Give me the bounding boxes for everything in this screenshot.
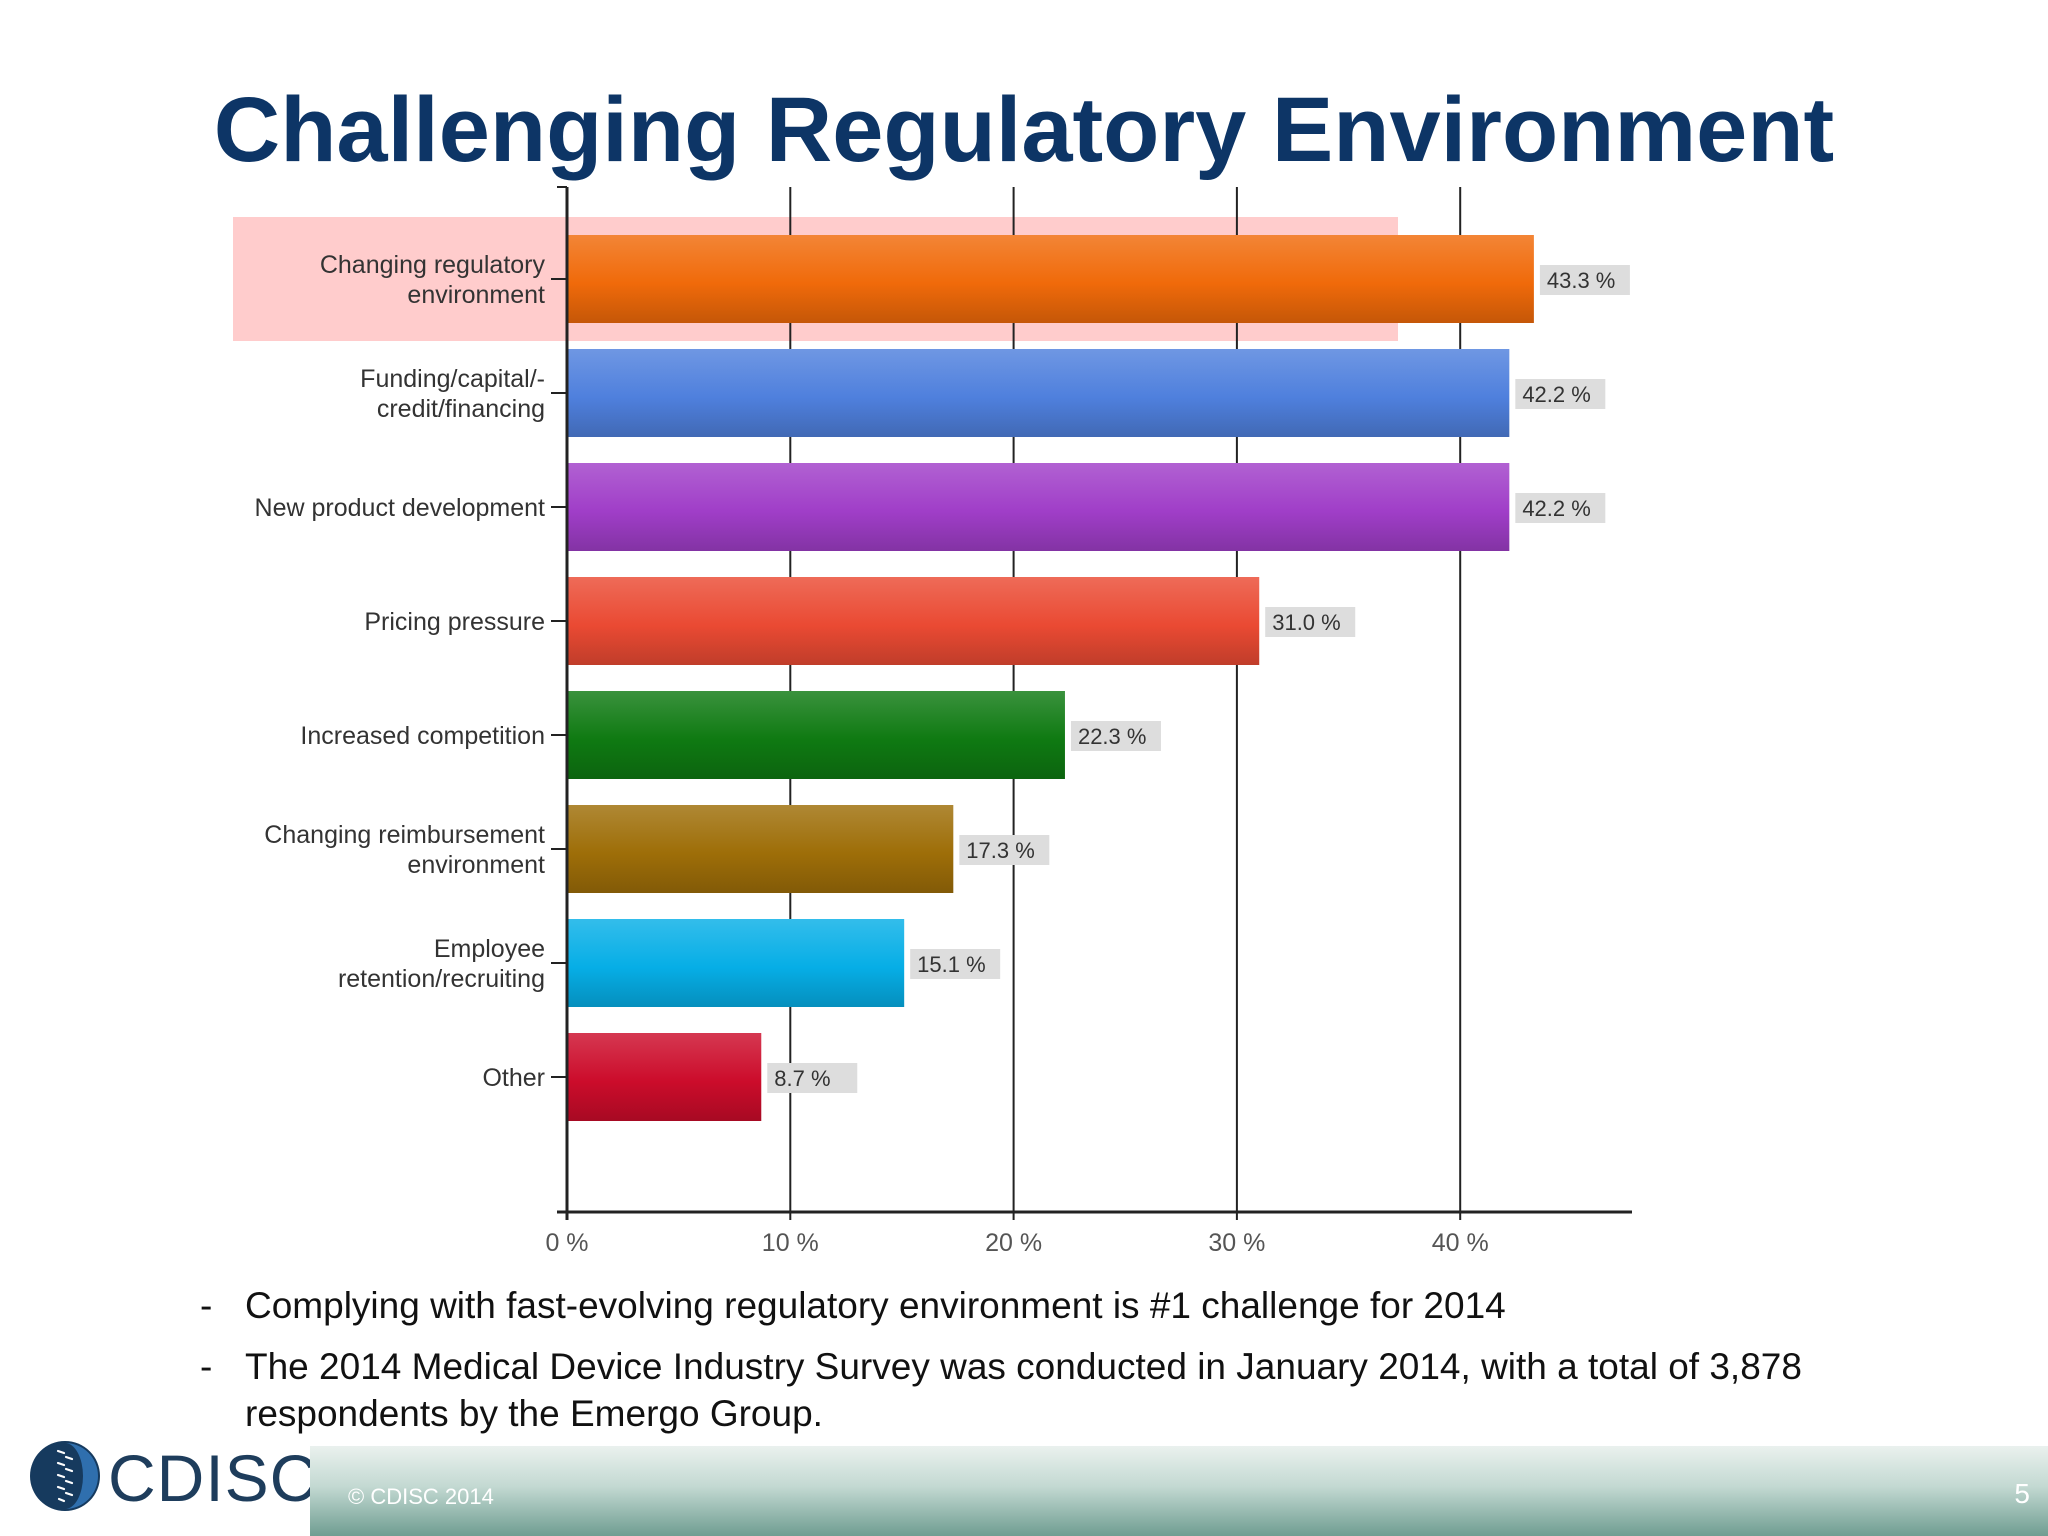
value-label-box xyxy=(1070,721,1161,751)
value-label-box xyxy=(910,949,1001,979)
value-label: 15.1 % xyxy=(917,952,986,977)
cdisc-logo-mark-icon xyxy=(30,1441,100,1511)
category-label: environment xyxy=(407,851,545,879)
x-tick-label: 40 % xyxy=(1432,1229,1489,1257)
category-label: Other xyxy=(482,1064,545,1092)
value-label-box xyxy=(1515,493,1606,523)
bar xyxy=(567,577,1260,665)
category-label: credit/financing xyxy=(377,395,545,423)
value-label: 31.0 % xyxy=(1272,610,1341,635)
bullet-item: - The 2014 Medical Device Industry Surve… xyxy=(200,1343,1840,1437)
bars-group xyxy=(567,235,1534,1121)
value-labels-group: 43.3 % 42.2 % 42.2 % 31.0 % 22.3 % 17.3 % 15.1… xyxy=(767,265,1630,1093)
value-label-box xyxy=(1265,607,1356,637)
chart-svg: 43.3 % 42.2 % 42.2 % 31.0 % 22.3 % 17.3 % 15.1… xyxy=(233,186,1632,1257)
value-label-box xyxy=(767,1063,858,1093)
bullet-text: Complying with fast-evolving regulatory … xyxy=(245,1285,1506,1326)
bar xyxy=(567,691,1065,779)
bullet-marker: - xyxy=(200,1285,213,1326)
bullet-text: The 2014 Medical Device Industry Survey … xyxy=(245,1346,1802,1434)
category-labels-group: Changing regulatoryenvironmentFunding/ca… xyxy=(255,251,567,1092)
category-label: Increased competition xyxy=(300,722,545,750)
category-label: Pricing pressure xyxy=(364,608,545,636)
bullet-marker: - xyxy=(200,1346,213,1387)
category-label: environment xyxy=(407,281,545,309)
category-label: Changing regulatory xyxy=(320,251,546,279)
logo-text: CDISC xyxy=(108,1441,319,1515)
bar xyxy=(567,919,905,1007)
value-label: 17.3 % xyxy=(966,838,1035,863)
value-label: 43.3 % xyxy=(1547,268,1616,293)
page-number: 5 xyxy=(2014,1478,2030,1509)
x-tick-label: 30 % xyxy=(1208,1229,1265,1257)
cdisc-logo: CDISC xyxy=(28,1436,317,1520)
category-label: Employee xyxy=(434,935,545,963)
axes-group: 0 % 10 % 20 % 30 % 40 % xyxy=(545,186,1632,1257)
value-label-box xyxy=(959,835,1050,865)
value-label-box xyxy=(1515,379,1606,409)
footer-copyright: © CDISC 2014 xyxy=(348,1484,494,1509)
bar xyxy=(567,235,1534,323)
slide-title: Challenging Regulatory Environment xyxy=(213,79,1835,181)
value-label: 42.2 % xyxy=(1522,496,1591,521)
x-tick-label: 0 % xyxy=(545,1229,588,1257)
bullet-item: - Complying with fast-evolving regulator… xyxy=(200,1282,1840,1329)
value-label: 22.3 % xyxy=(1078,724,1147,749)
bar-chart: 43.3 % 42.2 % 42.2 % 31.0 % 22.3 % 17.3 % 15.1… xyxy=(224,180,1704,1260)
value-label-box xyxy=(1539,265,1630,295)
footer-bar: © CDISC 2014 5 xyxy=(310,1446,2048,1536)
x-tick-label: 20 % xyxy=(985,1229,1042,1257)
x-tick-label: 10 % xyxy=(762,1229,819,1257)
category-label: retention/recruiting xyxy=(338,965,545,993)
value-label: 8.7 % xyxy=(774,1066,830,1091)
category-label: Changing reimbursement xyxy=(264,821,545,849)
bullet-list: - Complying with fast-evolving regulator… xyxy=(200,1282,1840,1451)
value-label: 42.2 % xyxy=(1522,382,1591,407)
bar xyxy=(567,1033,762,1121)
bar xyxy=(567,463,1510,551)
bar xyxy=(567,805,954,893)
category-label: Funding/capital/- xyxy=(360,365,545,393)
category-label: New product development xyxy=(255,494,545,522)
bar xyxy=(567,349,1510,437)
